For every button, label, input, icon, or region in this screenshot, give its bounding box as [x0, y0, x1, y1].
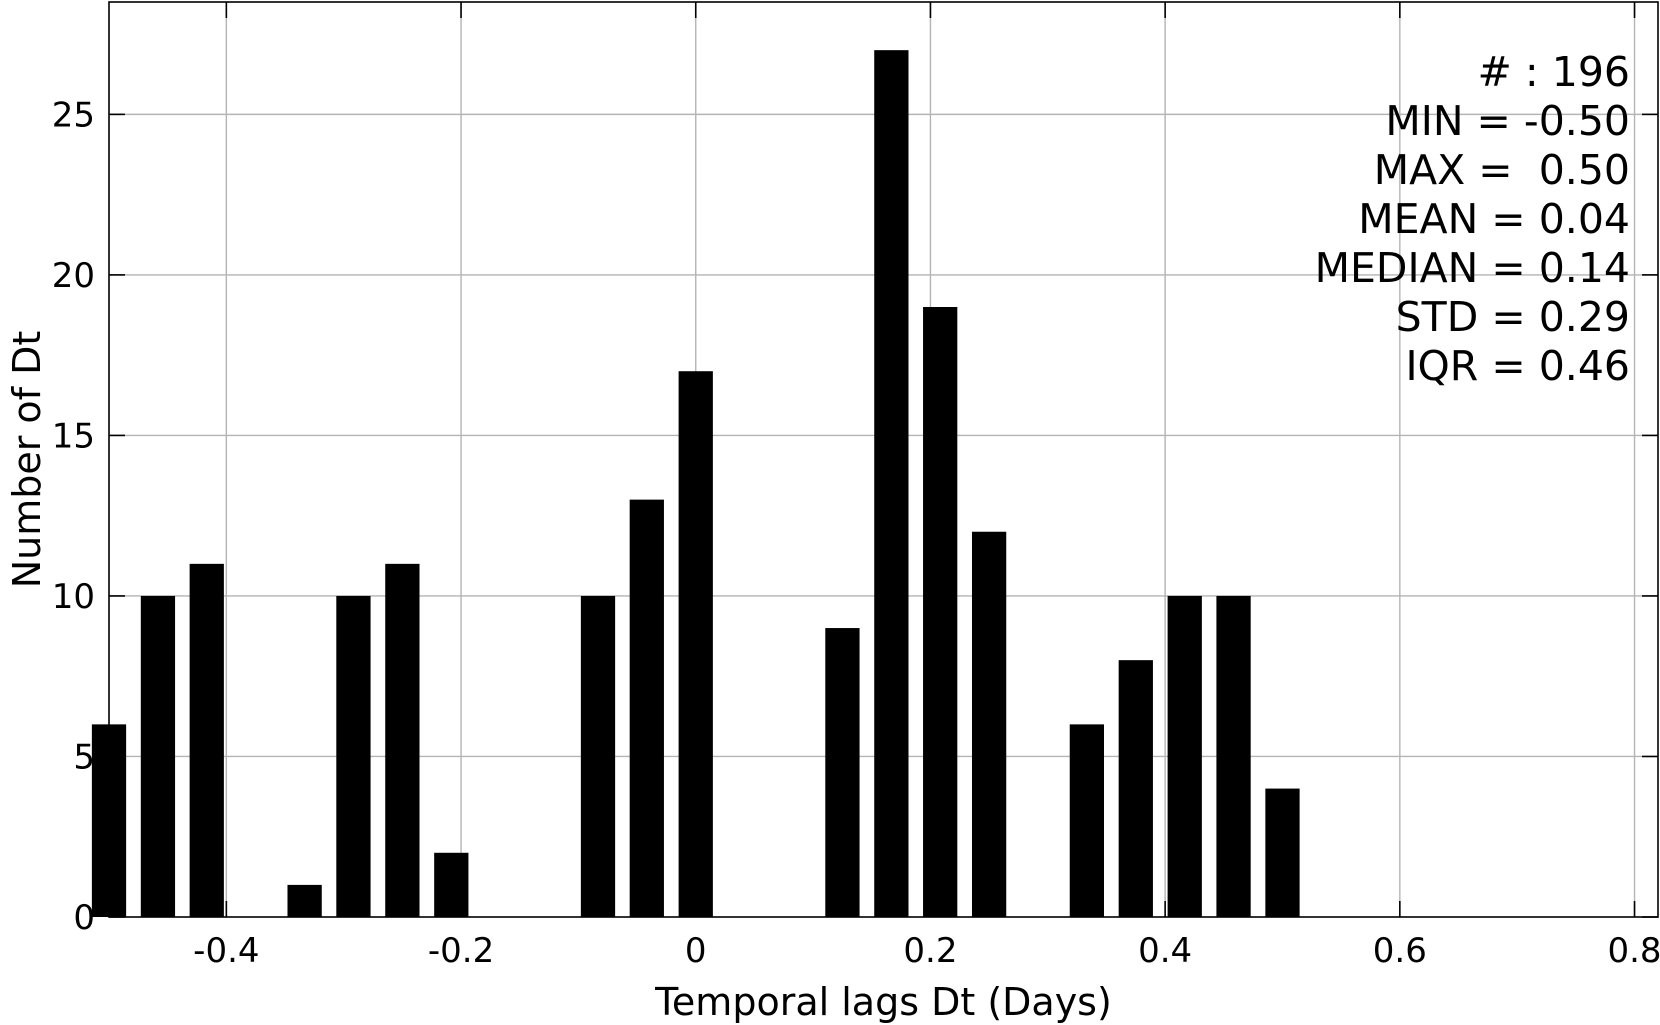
- plot-frame: [108, 1, 1659, 918]
- y-tick-label: 20: [52, 256, 95, 296]
- histogram-bar: [825, 628, 860, 917]
- histogram-bar: [287, 884, 322, 917]
- x-tick-label: -0.4: [193, 931, 259, 971]
- stat-line: IQR = 0.46: [1405, 342, 1630, 390]
- axis-ticks: [109, 2, 1658, 918]
- stat-line: MEAN = 0.04: [1358, 195, 1630, 243]
- histogram-bar: [1118, 660, 1153, 917]
- stat-line: MAX = 0.50: [1374, 146, 1630, 194]
- y-tick-label: 0: [73, 898, 95, 938]
- histogram-bar: [385, 563, 420, 917]
- histogram-bar: [1265, 788, 1300, 917]
- x-tick-label: 0.6: [1373, 931, 1427, 971]
- stat-line: # : 196: [1478, 48, 1631, 96]
- y-tick-label: 10: [52, 577, 95, 617]
- y-tick-label: 5: [73, 737, 95, 777]
- stat-line: MIN = -0.50: [1385, 97, 1630, 145]
- histogram-bar: [140, 595, 176, 917]
- stat-line: MEDIAN = 0.14: [1315, 244, 1630, 292]
- histogram-bar: [336, 595, 371, 917]
- y-axis-title: Number of Dt: [5, 331, 49, 589]
- x-tick-label: -0.2: [428, 931, 494, 971]
- histogram-bar: [580, 595, 616, 917]
- histogram-bar: [1167, 595, 1202, 917]
- x-tick-label: 0.2: [903, 931, 957, 971]
- stat-line: STD = 0.29: [1396, 293, 1630, 341]
- x-axis-tick-labels: -0.4 -0.2 0 0.2 0.4 0.6 0.8: [193, 931, 1660, 971]
- histogram-bar: [1216, 595, 1251, 917]
- histogram-bar: [434, 852, 469, 917]
- x-axis-title: Temporal lags Dt (Days): [654, 980, 1112, 1024]
- histogram-bar: [874, 50, 909, 917]
- x-tick-label: 0.4: [1138, 931, 1192, 971]
- y-axis-tick-labels: 0 5 10 15 20 25: [52, 95, 95, 938]
- y-tick-label: 25: [52, 95, 95, 135]
- histogram-bar: [971, 531, 1007, 917]
- histogram-bars: [91, 50, 1300, 917]
- x-tick-label: 0: [685, 931, 707, 971]
- histogram-bar: [629, 499, 664, 917]
- histogram-bar: [923, 307, 958, 917]
- x-tick-label: 0.8: [1607, 931, 1660, 971]
- histogram-bar: [189, 563, 224, 917]
- histogram-bar: [678, 371, 713, 917]
- histogram-bar: [1069, 724, 1104, 917]
- y-tick-label: 15: [52, 416, 95, 456]
